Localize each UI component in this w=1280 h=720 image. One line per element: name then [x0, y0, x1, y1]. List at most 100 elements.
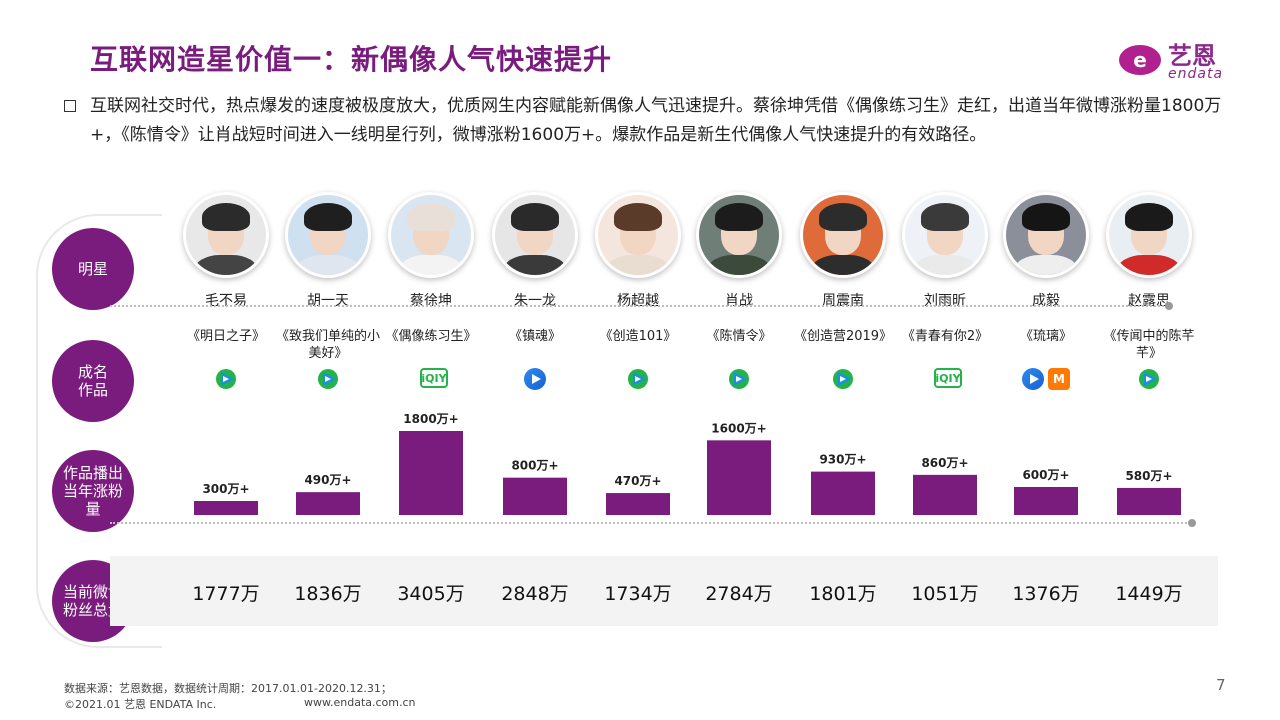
avatar: [285, 192, 371, 278]
endata-logo-icon: e: [1119, 45, 1161, 75]
work-title: 《青春有你2》: [901, 329, 989, 344]
bullet-square-icon: [64, 100, 76, 112]
platform-icons: iQIY: [420, 368, 448, 392]
bar-value-label: 470万+: [614, 474, 661, 488]
avatar: [492, 192, 578, 278]
star-card: 蔡徐坤: [381, 192, 481, 310]
fans-total-value: 1836万: [294, 583, 362, 605]
iqiyi-icon: iQIY: [420, 368, 448, 388]
platform-icons: [524, 368, 546, 392]
footer-source: 数据来源：艺恩数据，数据统计周期：2017.01.01-2020.12.31；: [64, 682, 392, 695]
avatar: [902, 192, 988, 278]
youku-icon: [524, 368, 546, 390]
bar-value-label: 860万+: [921, 456, 968, 470]
avatar: [800, 192, 886, 278]
star-card: 刘雨昕: [895, 192, 995, 310]
svg-text:e: e: [1133, 48, 1147, 72]
endata-logo: e 艺恩 endata: [1118, 36, 1242, 86]
platform-icons: [317, 368, 339, 392]
avatar: [595, 192, 681, 278]
tencent-video-icon: [833, 369, 853, 389]
bar-value-label: 300万+: [202, 482, 249, 496]
baseline-end-dot: [1188, 519, 1196, 527]
fans-total-value: 1449万: [1115, 583, 1183, 605]
fans-band: [110, 556, 1218, 626]
star-row-divider: [110, 305, 1168, 307]
logo-cn-text: 艺恩: [1168, 42, 1216, 70]
growth-bar: [707, 440, 771, 515]
growth-bar: [1014, 487, 1078, 515]
platform-icons: [1138, 368, 1160, 392]
tencent-video-icon: [216, 369, 236, 389]
bar-value-label: 580万+: [1125, 469, 1172, 483]
growth-bar: [811, 471, 875, 515]
avatar: [1106, 192, 1192, 278]
avatar: [183, 192, 269, 278]
fans-total-value: 1051万: [911, 583, 979, 605]
chart-baseline: [110, 522, 1190, 524]
growth-bar: [913, 474, 977, 515]
avatar: [696, 192, 782, 278]
star-card: 朱一龙: [485, 192, 585, 310]
fans-total-value: 1376万: [1012, 583, 1080, 605]
page-number: 7: [1216, 676, 1226, 694]
mgtv-icon: M: [1048, 368, 1070, 390]
work-title: 《创造营2019》: [793, 329, 893, 344]
growth-bar: [399, 431, 463, 515]
star-card: 毛不易: [176, 192, 276, 310]
work-title: 《明日之子》: [186, 329, 265, 344]
work-title: 《偶像练习生》: [385, 329, 477, 344]
growth-bar: [194, 501, 258, 515]
star-card: 周震南: [793, 192, 893, 310]
fans-total-value: 1777万: [192, 583, 260, 605]
work-title: 《镇魂》: [508, 329, 561, 344]
youku-icon: [1022, 368, 1044, 390]
row-label-star: 明星: [52, 228, 134, 310]
tencent-video-icon: [1139, 369, 1159, 389]
fans-total-value: 2848万: [501, 583, 569, 605]
star-card: 杨超越: [588, 192, 688, 310]
work-title: 《创造101》: [599, 329, 677, 344]
fans-total-value: 1734万: [604, 583, 672, 605]
tencent-video-icon: [628, 369, 648, 389]
row-arc-decoration: [36, 214, 162, 648]
platform-icons: [627, 368, 649, 392]
work-title: 《琉璃》: [1019, 329, 1072, 344]
bar-value-label: 490万+: [304, 473, 351, 487]
footer-site: www.endata.com.cn: [304, 696, 416, 709]
work-title: 《陈情令》: [706, 329, 772, 344]
page-title: 互联网造星价值一：新偶像人气快速提升: [90, 43, 613, 76]
star-card: 赵露思: [1099, 192, 1199, 310]
bar-value-label: 600万+: [1022, 468, 1069, 482]
platform-icons: M: [1022, 368, 1070, 392]
star-card: 胡一天: [278, 192, 378, 310]
work-title: 《传闻中的陈芊芊》: [1103, 329, 1195, 361]
bar-value-label: 800万+: [511, 459, 558, 473]
bar-value-label: 1600万+: [711, 421, 766, 435]
growth-bar: [503, 477, 567, 515]
growth-bar: [296, 492, 360, 515]
fans-total-value: 1801万: [809, 583, 877, 605]
fans-total-value: 3405万: [397, 583, 465, 605]
footer-copyright: ©2021.01 艺恩 ENDATA Inc.: [64, 698, 217, 711]
tencent-video-icon: [729, 369, 749, 389]
intro-paragraph: 互联网社交时代，热点爆发的速度被极度放大，优质网生内容赋能新偶像人气迅速提升。蔡…: [64, 92, 1234, 150]
star-card: 成毅: [996, 192, 1096, 310]
platform-icons: iQIY: [934, 368, 962, 392]
growth-bar: [1117, 487, 1181, 515]
intro-text: 互联网社交时代，热点爆发的速度被极度放大，优质网生内容赋能新偶像人气迅速提升。蔡…: [90, 96, 1222, 145]
tencent-video-icon: [318, 369, 338, 389]
platform-icons: [215, 368, 237, 392]
row-label-growth: 作品播出 当年涨粉量: [52, 450, 134, 532]
platform-icons: [728, 368, 750, 392]
avatar: [388, 192, 474, 278]
row-label-work: 成名 作品: [52, 340, 134, 422]
logo-en-text: endata: [1168, 66, 1224, 82]
growth-bar: [606, 493, 670, 515]
bar-value-label: 1800万+: [403, 412, 458, 426]
iqiyi-icon: iQIY: [934, 368, 962, 388]
bar-value-label: 930万+: [819, 453, 866, 467]
avatar: [1003, 192, 1089, 278]
divider-end-dot: [1165, 302, 1173, 310]
